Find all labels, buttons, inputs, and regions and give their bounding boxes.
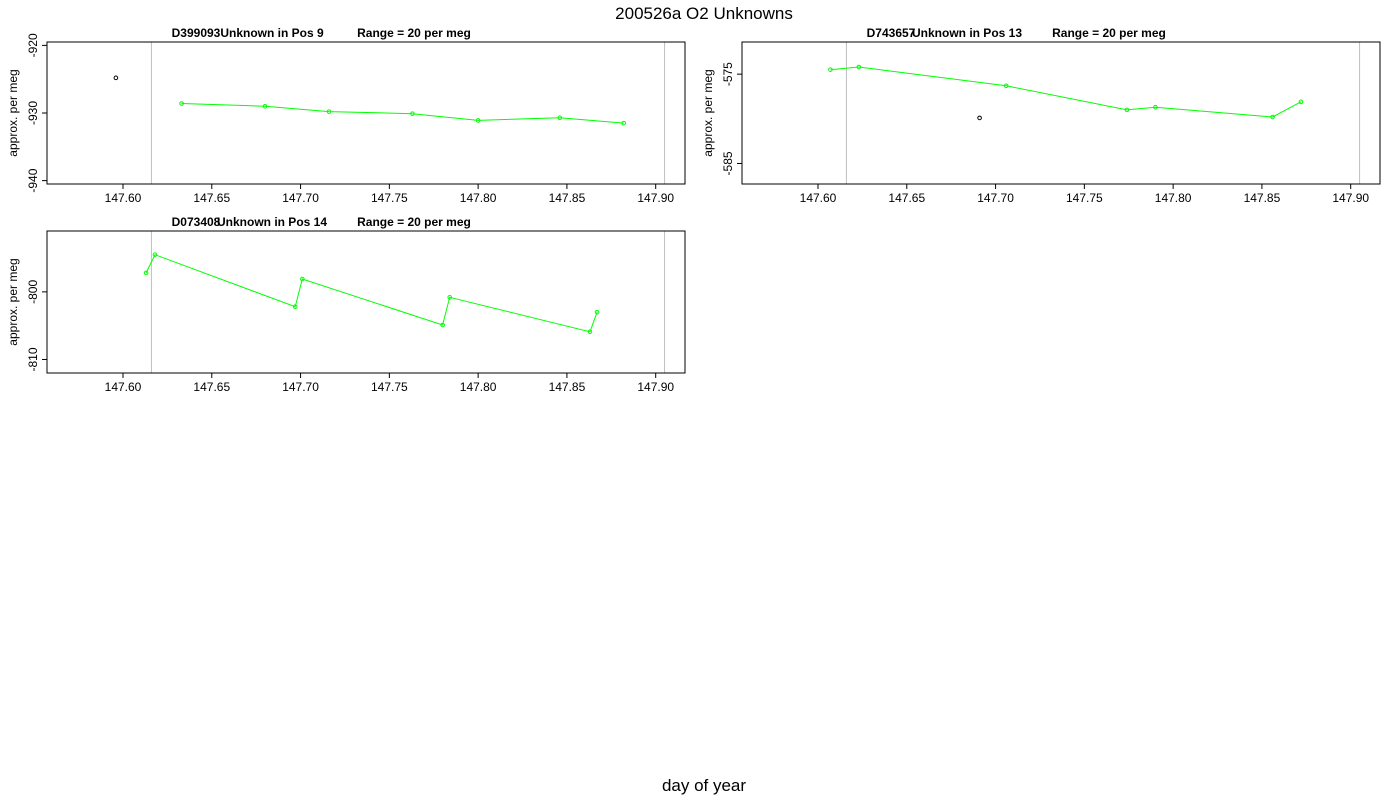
y-tick-label: -575 [721, 62, 735, 86]
data-point [557, 115, 563, 121]
x-tick-label: 147.70 [282, 191, 319, 205]
y-tick-label: -940 [26, 168, 40, 192]
series-line [830, 66, 1302, 118]
data-point [621, 120, 627, 126]
panel-title-id: D743657 [867, 26, 916, 40]
x-tick-label: 147.60 [800, 191, 837, 205]
outlier-point [113, 75, 119, 81]
y-tick-label: -585 [721, 151, 735, 175]
x-tick-label: 147.85 [549, 380, 586, 394]
x-tick-label: 147.85 [1244, 191, 1281, 205]
x-tick-label: 147.70 [282, 380, 319, 394]
y-axis-label: approx. per meg [6, 69, 20, 156]
data-point [828, 67, 833, 72]
x-axis-label: day of year [662, 776, 746, 795]
data-point [152, 252, 158, 257]
data-point [300, 276, 305, 282]
data-point [440, 322, 445, 328]
plot-frame [741, 41, 1381, 185]
data-point [587, 329, 593, 335]
panel-title-id: D073408 [172, 215, 221, 229]
panel-title-range: Range = 20 per meg [357, 26, 471, 40]
panel-title-position: Unknown in Pos 9 [220, 26, 324, 40]
outlier-point [977, 115, 982, 121]
panel-title-position: Unknown in Pos 13 [912, 26, 1022, 40]
x-tick-label: 147.90 [637, 191, 674, 205]
data-point [292, 304, 298, 310]
x-tick-label: 147.80 [460, 191, 497, 205]
panel-title-position: Unknown in Pos 14 [217, 215, 327, 229]
data-point [1003, 83, 1009, 89]
data-point [447, 294, 453, 300]
x-tick-label: 147.90 [637, 380, 674, 394]
data-point [1270, 114, 1275, 120]
y-tick-label: -810 [26, 347, 40, 371]
data-point [179, 101, 184, 106]
y-tick-label: -930 [26, 101, 40, 125]
figure-title: 200526a O2 Unknowns [615, 4, 793, 23]
data-point [326, 109, 332, 114]
data-point [594, 309, 600, 315]
x-tick-label: 147.80 [1155, 191, 1192, 205]
x-tick-label: 147.80 [460, 380, 497, 394]
data-point [1153, 104, 1158, 110]
data-point [475, 118, 481, 123]
y-axis-label: approx. per meg [6, 258, 20, 345]
x-tick-label: 147.60 [105, 191, 142, 205]
x-tick-label: 147.60 [105, 380, 142, 394]
x-tick-label: 147.75 [1066, 191, 1103, 205]
x-tick-label: 147.65 [193, 380, 230, 394]
data-point [1124, 107, 1130, 113]
x-tick-label: 147.90 [1332, 191, 1369, 205]
x-tick-label: 147.70 [977, 191, 1014, 205]
panels: D399093 Unknown in Pos 9 Range = 20 per me… [6, 26, 1381, 394]
data-point [262, 103, 268, 109]
y-axis-label: approx. per meg [701, 69, 715, 156]
plot-frame [46, 230, 686, 374]
data-point [856, 64, 862, 70]
x-tick-label: 147.65 [193, 191, 230, 205]
data-point [1298, 99, 1304, 105]
data-point [143, 270, 149, 276]
y-tick-label: -920 [26, 33, 40, 57]
data-point [410, 111, 415, 116]
x-tick-label: 147.85 [549, 191, 586, 205]
panel-D399093: D399093 Unknown in Pos 9 Range = 20 per me… [6, 26, 686, 205]
x-tick-label: 147.75 [371, 191, 408, 205]
x-tick-label: 147.75 [371, 380, 408, 394]
series-line [181, 103, 624, 124]
panel-title-range: Range = 20 per meg [357, 215, 471, 229]
y-tick-label: -800 [26, 280, 40, 304]
series-line [145, 254, 598, 333]
panel-title-range: Range = 20 per meg [1052, 26, 1166, 40]
panel-title-id: D399093 [172, 26, 221, 40]
x-tick-label: 147.65 [888, 191, 925, 205]
